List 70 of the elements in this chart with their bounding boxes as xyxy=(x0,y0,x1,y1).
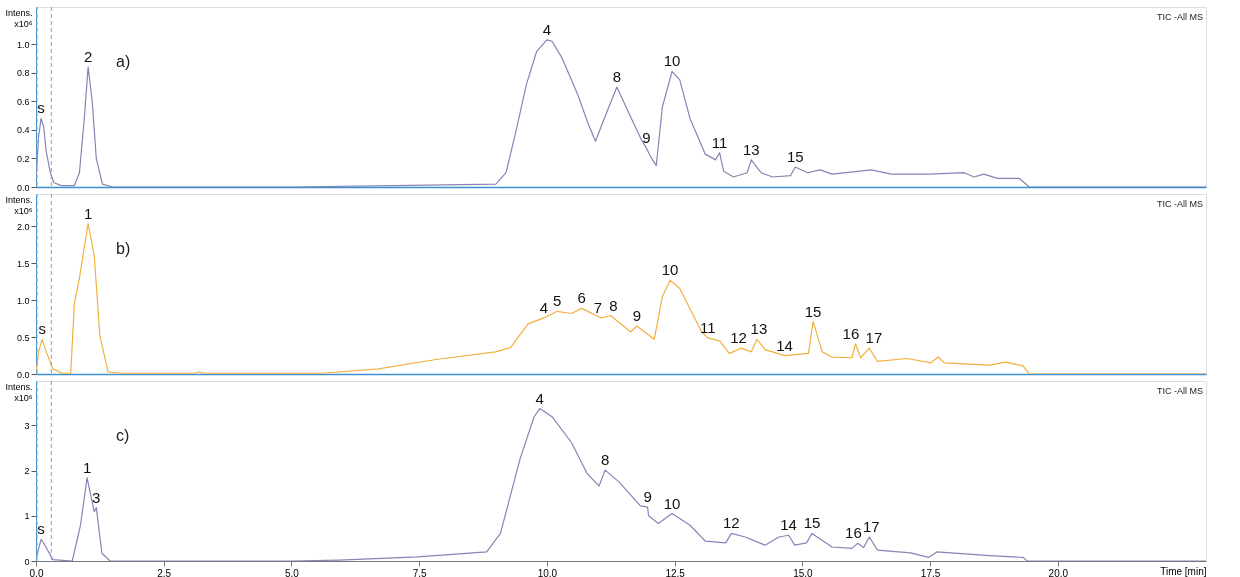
annotation: 9 xyxy=(632,307,642,325)
annotation: 13 xyxy=(742,140,760,158)
annotation: 2 xyxy=(83,48,93,65)
x-tick-label: 17.5 xyxy=(920,567,941,577)
y-axis-title: Intens. x10⁶ xyxy=(5,7,33,29)
y-tick-label: 0.0 xyxy=(16,369,30,380)
x-tick-label: 20.0 xyxy=(1048,567,1069,577)
annotation: 1 xyxy=(82,458,92,476)
annotation: 4 xyxy=(542,20,552,38)
y-tick-label: 0.4 xyxy=(16,125,30,136)
annotation: 8 xyxy=(600,451,610,469)
annotation: 17 xyxy=(865,329,883,347)
annotation: 10 xyxy=(663,494,681,512)
annotation: 15 xyxy=(804,302,822,320)
annotation: s xyxy=(37,520,45,538)
annotation: 12 xyxy=(723,514,740,532)
annotation: 12 xyxy=(730,329,747,347)
annotation: 8 xyxy=(609,296,618,314)
y-tick-label: 2.0 xyxy=(16,221,30,232)
annotation: 14 xyxy=(780,516,797,534)
annotation: 15 xyxy=(803,514,821,532)
y-tick-label: 0.6 xyxy=(16,96,30,107)
annotation: 4 xyxy=(535,389,544,407)
annotation: TIC -All MS xyxy=(1157,12,1203,22)
annotation: 7 xyxy=(593,298,603,316)
y-tick-label: 1.0 xyxy=(16,295,30,306)
x-axis-title: Time [min] xyxy=(1160,565,1207,577)
annotation: s xyxy=(38,320,46,338)
annotation: 9 xyxy=(643,488,652,506)
y-tick-label: 1 xyxy=(24,511,30,522)
y-tick-label: 0.2 xyxy=(16,153,30,164)
x-tick-label: 5.0 xyxy=(285,567,300,577)
annotation: 4 xyxy=(539,298,549,316)
y-tick-label: 0.8 xyxy=(16,68,30,79)
x-tick-label: 7.5 xyxy=(412,567,428,577)
annotation: 11 xyxy=(711,133,728,151)
annotation: 16 xyxy=(845,524,862,542)
annotation: 15 xyxy=(786,148,804,165)
x-tick-label: 10.0 xyxy=(537,567,558,577)
y-tick-label: 0.0 xyxy=(16,182,30,193)
annotation: 17 xyxy=(863,518,880,536)
annotation: 11 xyxy=(700,318,716,336)
x-tick-label: 12.5 xyxy=(665,567,686,577)
y-axis-title: Intens. x10⁶ xyxy=(5,381,33,403)
annotation: TIC -All MS xyxy=(1157,386,1203,396)
x-tick-label: 2.5 xyxy=(157,567,172,577)
annotation: 10 xyxy=(663,52,681,70)
annotation: 10 xyxy=(661,261,679,279)
y-tick-label: 2 xyxy=(24,466,30,477)
annotation: b) xyxy=(116,240,131,257)
annotation: 1 xyxy=(83,204,93,222)
annotation: 16 xyxy=(842,324,860,342)
y-tick-label: 0 xyxy=(24,556,30,567)
annotation: c) xyxy=(116,427,130,444)
x-tick-label: 15.0 xyxy=(793,567,814,577)
annotation: 3 xyxy=(92,488,101,506)
annotation: 13 xyxy=(750,320,768,338)
y-tick-label: 0.5 xyxy=(16,332,30,343)
annotation: s xyxy=(37,99,45,117)
annotation: 5 xyxy=(552,292,562,310)
annotation: 8 xyxy=(612,68,622,85)
annotation: TIC -All MS xyxy=(1157,199,1203,209)
y-tick-label: 3 xyxy=(24,420,30,431)
annotation: a) xyxy=(116,53,131,70)
annotation: 14 xyxy=(776,336,793,354)
y-axis-title: Intens. x10⁶ xyxy=(5,194,33,216)
y-tick-label: 1.5 xyxy=(16,258,30,269)
annotation: 9 xyxy=(642,129,651,147)
y-tick-label: 1.0 xyxy=(16,39,30,50)
annotation: 6 xyxy=(577,289,586,307)
